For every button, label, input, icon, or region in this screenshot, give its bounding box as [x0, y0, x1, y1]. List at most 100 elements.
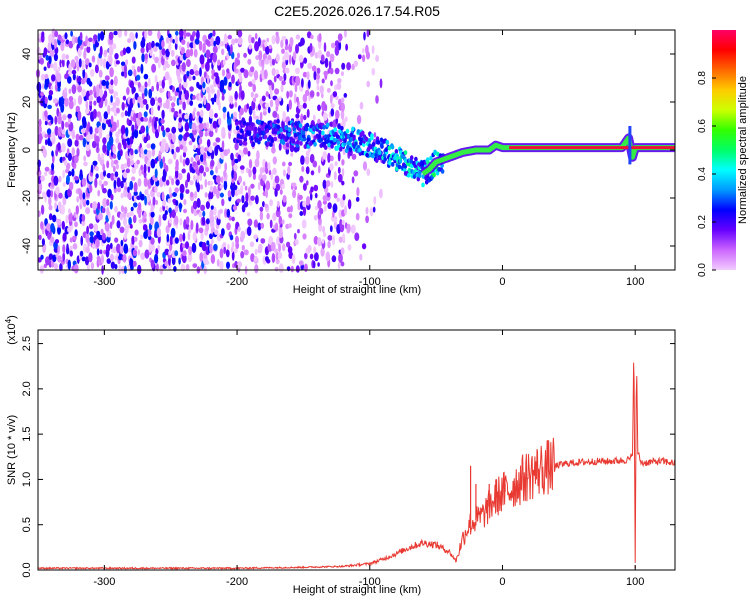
heatmap-cell — [100, 228, 104, 235]
heatmap-cell — [243, 200, 249, 208]
heatmap-cell — [97, 189, 101, 197]
x-tick-label: -100 — [359, 576, 381, 588]
heatmap-cell — [332, 91, 338, 98]
heatmap-cell — [40, 73, 46, 81]
heatmap-ridge-cell — [287, 132, 291, 137]
heatmap-cell — [174, 215, 179, 226]
heatmap-cell — [138, 239, 143, 248]
heatmap-cell — [156, 81, 160, 92]
heatmap-cell — [320, 247, 325, 257]
heatmap-cell — [247, 186, 251, 197]
heatmap-ridge-cell — [238, 139, 243, 145]
heatmap-cell — [131, 65, 136, 71]
heatmap-cell — [161, 40, 165, 48]
heatmap-cell — [189, 100, 194, 106]
heatmap-cell — [109, 253, 114, 262]
heatmap-cell — [193, 107, 197, 113]
heatmap-ridge-cell — [326, 122, 330, 128]
heatmap-cell — [94, 177, 98, 188]
heatmap-cell — [117, 28, 123, 38]
heatmap-cell — [272, 110, 278, 118]
heatmap-cell — [137, 202, 142, 211]
heatmap-cell — [323, 205, 327, 212]
heatmap-cell — [174, 187, 179, 194]
heatmap-cell — [116, 220, 121, 229]
heatmap-cell — [93, 100, 97, 106]
heatmap-cell — [102, 163, 106, 172]
heatmap-cell — [271, 58, 276, 66]
heatmap-cell — [67, 152, 72, 162]
heatmap-cell — [158, 214, 162, 224]
heatmap-cell — [309, 192, 313, 201]
heatmap-cell — [219, 184, 223, 189]
heatmap-cell — [317, 49, 323, 59]
heatmap-cell — [120, 205, 125, 213]
heatmap-cell — [278, 96, 282, 102]
heatmap-cell — [253, 219, 258, 228]
heatmap-cell — [57, 245, 60, 255]
heatmap-cell — [221, 140, 225, 151]
heatmap-cell — [248, 44, 253, 50]
heatmap-cell — [140, 252, 146, 260]
heatmap-cell — [314, 205, 319, 211]
heatmap-cell — [67, 138, 73, 148]
heatmap-cell — [275, 183, 281, 191]
heatmap-cell — [215, 144, 221, 150]
heatmap-cell — [174, 42, 178, 50]
heatmap-cell — [140, 125, 146, 134]
heatmap-cell — [148, 88, 153, 99]
heatmap-cell — [278, 243, 282, 252]
heatmap-cell — [234, 90, 238, 100]
heatmap-ridge — [234, 118, 679, 188]
heatmap-cell — [341, 62, 346, 70]
heatmap-cell — [313, 70, 317, 81]
heatmap-cell — [258, 50, 263, 61]
heatmap-ridge-cell — [285, 142, 290, 148]
y-tick-label: 2.0 — [21, 381, 33, 396]
heatmap-cell — [37, 125, 42, 134]
heatmap-cell — [205, 102, 211, 111]
heatmap-y-ticks: -40 -20 0 20 40 — [21, 48, 675, 254]
heatmap-cell — [190, 157, 194, 163]
heatmap-cell — [88, 184, 93, 193]
heatmap-cell — [129, 211, 134, 217]
heatmap-cell — [302, 200, 307, 207]
heatmap-cell — [320, 54, 325, 62]
heatmap-cell — [344, 205, 347, 216]
heatmap-cell — [125, 59, 129, 66]
heatmap-cell — [301, 166, 305, 172]
heatmap-cell — [161, 79, 165, 89]
heatmap-cell — [327, 68, 331, 74]
heatmap-ridge-cell — [243, 137, 248, 142]
heatmap-cell — [204, 178, 208, 188]
heatmap-cell — [68, 208, 71, 215]
heatmap-cell — [305, 150, 310, 157]
heatmap-cell — [99, 57, 104, 67]
heatmap-cell — [229, 234, 234, 241]
heatmap-cell — [258, 243, 263, 252]
heatmap-cell — [260, 222, 265, 229]
heatmap-cell — [203, 171, 207, 177]
heatmap-cell — [127, 137, 131, 146]
heatmap-ridge-cell — [354, 141, 358, 147]
figure-title: C2E5.2026.026.17.54.R05 — [274, 3, 440, 19]
heatmap-cell — [313, 235, 319, 245]
heatmap-cell — [97, 202, 101, 211]
heatmap-cell — [171, 59, 176, 67]
heatmap-cell — [260, 69, 265, 75]
heatmap-cell — [213, 93, 217, 103]
heatmap-cell — [267, 79, 273, 86]
heatmap-cell — [74, 221, 78, 228]
heatmap-cell — [77, 187, 82, 194]
heatmap-ridge-cell — [421, 182, 425, 188]
heatmap-cell — [48, 33, 53, 44]
heatmap-cell — [274, 88, 280, 95]
snr-plot-area — [38, 330, 675, 570]
heatmap-cell — [286, 206, 291, 213]
heatmap-cell — [153, 176, 159, 182]
heatmap-cell — [219, 208, 223, 214]
heatmap-ridge-cell — [330, 143, 334, 149]
heatmap-cell — [335, 95, 339, 101]
heatmap-cell — [188, 246, 193, 256]
heatmap-cell — [116, 187, 122, 193]
